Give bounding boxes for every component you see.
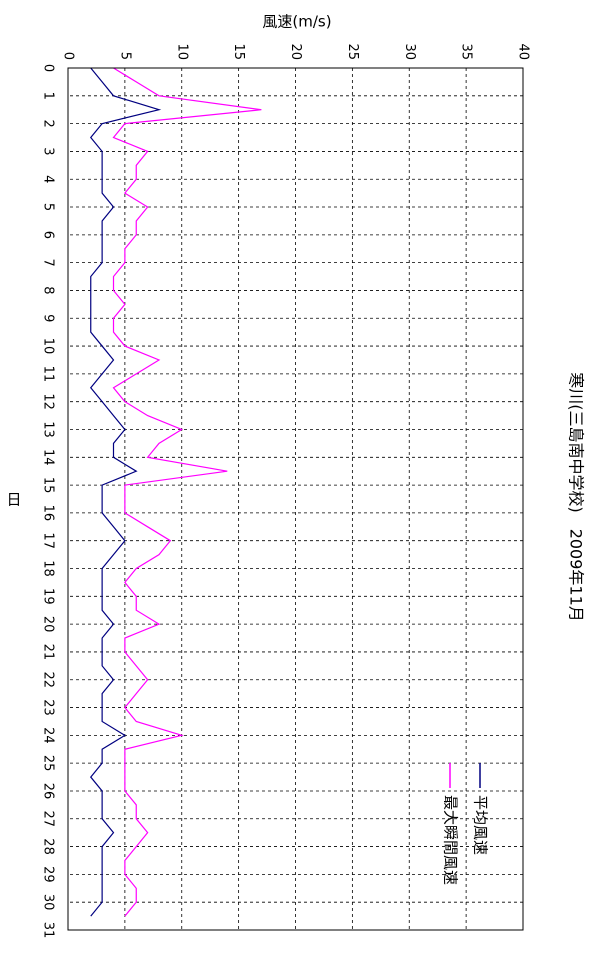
x-tick-label: 0 (41, 64, 56, 72)
x-tick-label: 31 (41, 922, 56, 939)
y-tick-label: 30 (402, 43, 417, 60)
legend-label: 最大瞬間風速 (442, 795, 460, 885)
y-tick-label: 20 (288, 43, 303, 60)
x-tick-label: 16 (41, 505, 56, 522)
x-tick-label: 12 (41, 393, 56, 410)
x-tick-label: 27 (41, 811, 56, 828)
x-tick-label: 9 (41, 314, 56, 322)
legend-label: 平均風速 (472, 795, 490, 855)
x-tick-label: 6 (41, 231, 56, 239)
x-tick-label: 14 (41, 449, 56, 466)
x-tick-label: 30 (41, 894, 56, 911)
x-tick-label: 7 (41, 259, 56, 267)
x-tick-label: 15 (41, 477, 56, 494)
x-tick-label: 22 (41, 671, 56, 688)
x-tick-label: 3 (41, 147, 56, 155)
x-tick-label: 26 (41, 783, 56, 800)
y-tick-label: 40 (516, 43, 531, 60)
x-axis-label: 日 (6, 491, 21, 509)
x-tick-label: 10 (41, 338, 56, 355)
x-tick-label: 18 (41, 560, 56, 577)
y-tick-label: 25 (345, 43, 360, 60)
y-tick-label: 5 (117, 52, 132, 60)
y-tick-label: 15 (231, 43, 246, 60)
x-tick-label: 5 (41, 203, 56, 211)
plot-border (67, 67, 524, 931)
x-tick-label: 29 (41, 866, 56, 883)
x-tick-label: 2 (41, 119, 56, 127)
data-line (89, 67, 162, 917)
x-tick-label: 24 (41, 727, 56, 744)
x-tick-label: 25 (41, 755, 56, 772)
x-tick-label: 8 (41, 286, 56, 294)
x-tick-label: 28 (41, 838, 56, 855)
chart-title: 寒川(三島南中学校) 2009年11月 (567, 372, 586, 622)
y-axis-label: 風速(m/s) (262, 13, 331, 31)
x-tick-label: 4 (41, 175, 56, 183)
x-tick-label: 20 (41, 616, 56, 633)
x-tick-label: 19 (41, 588, 56, 605)
x-tick-label: 1 (41, 92, 56, 100)
x-tick-label: 13 (41, 421, 56, 438)
x-tick-label: 17 (41, 532, 56, 549)
y-tick-label: 0 (61, 52, 76, 60)
x-tick-label: 21 (41, 644, 56, 661)
y-tick-label: 10 (174, 43, 189, 60)
rotated-plot: 寒川(三島南中学校) 2009年11月 0 5 10 15 20 25 30 35 400123… (41, 43, 586, 938)
data-line (112, 67, 262, 917)
x-tick-label: 23 (41, 699, 56, 716)
y-tick-label: 35 (459, 43, 474, 60)
x-tick-label: 11 (41, 366, 56, 383)
